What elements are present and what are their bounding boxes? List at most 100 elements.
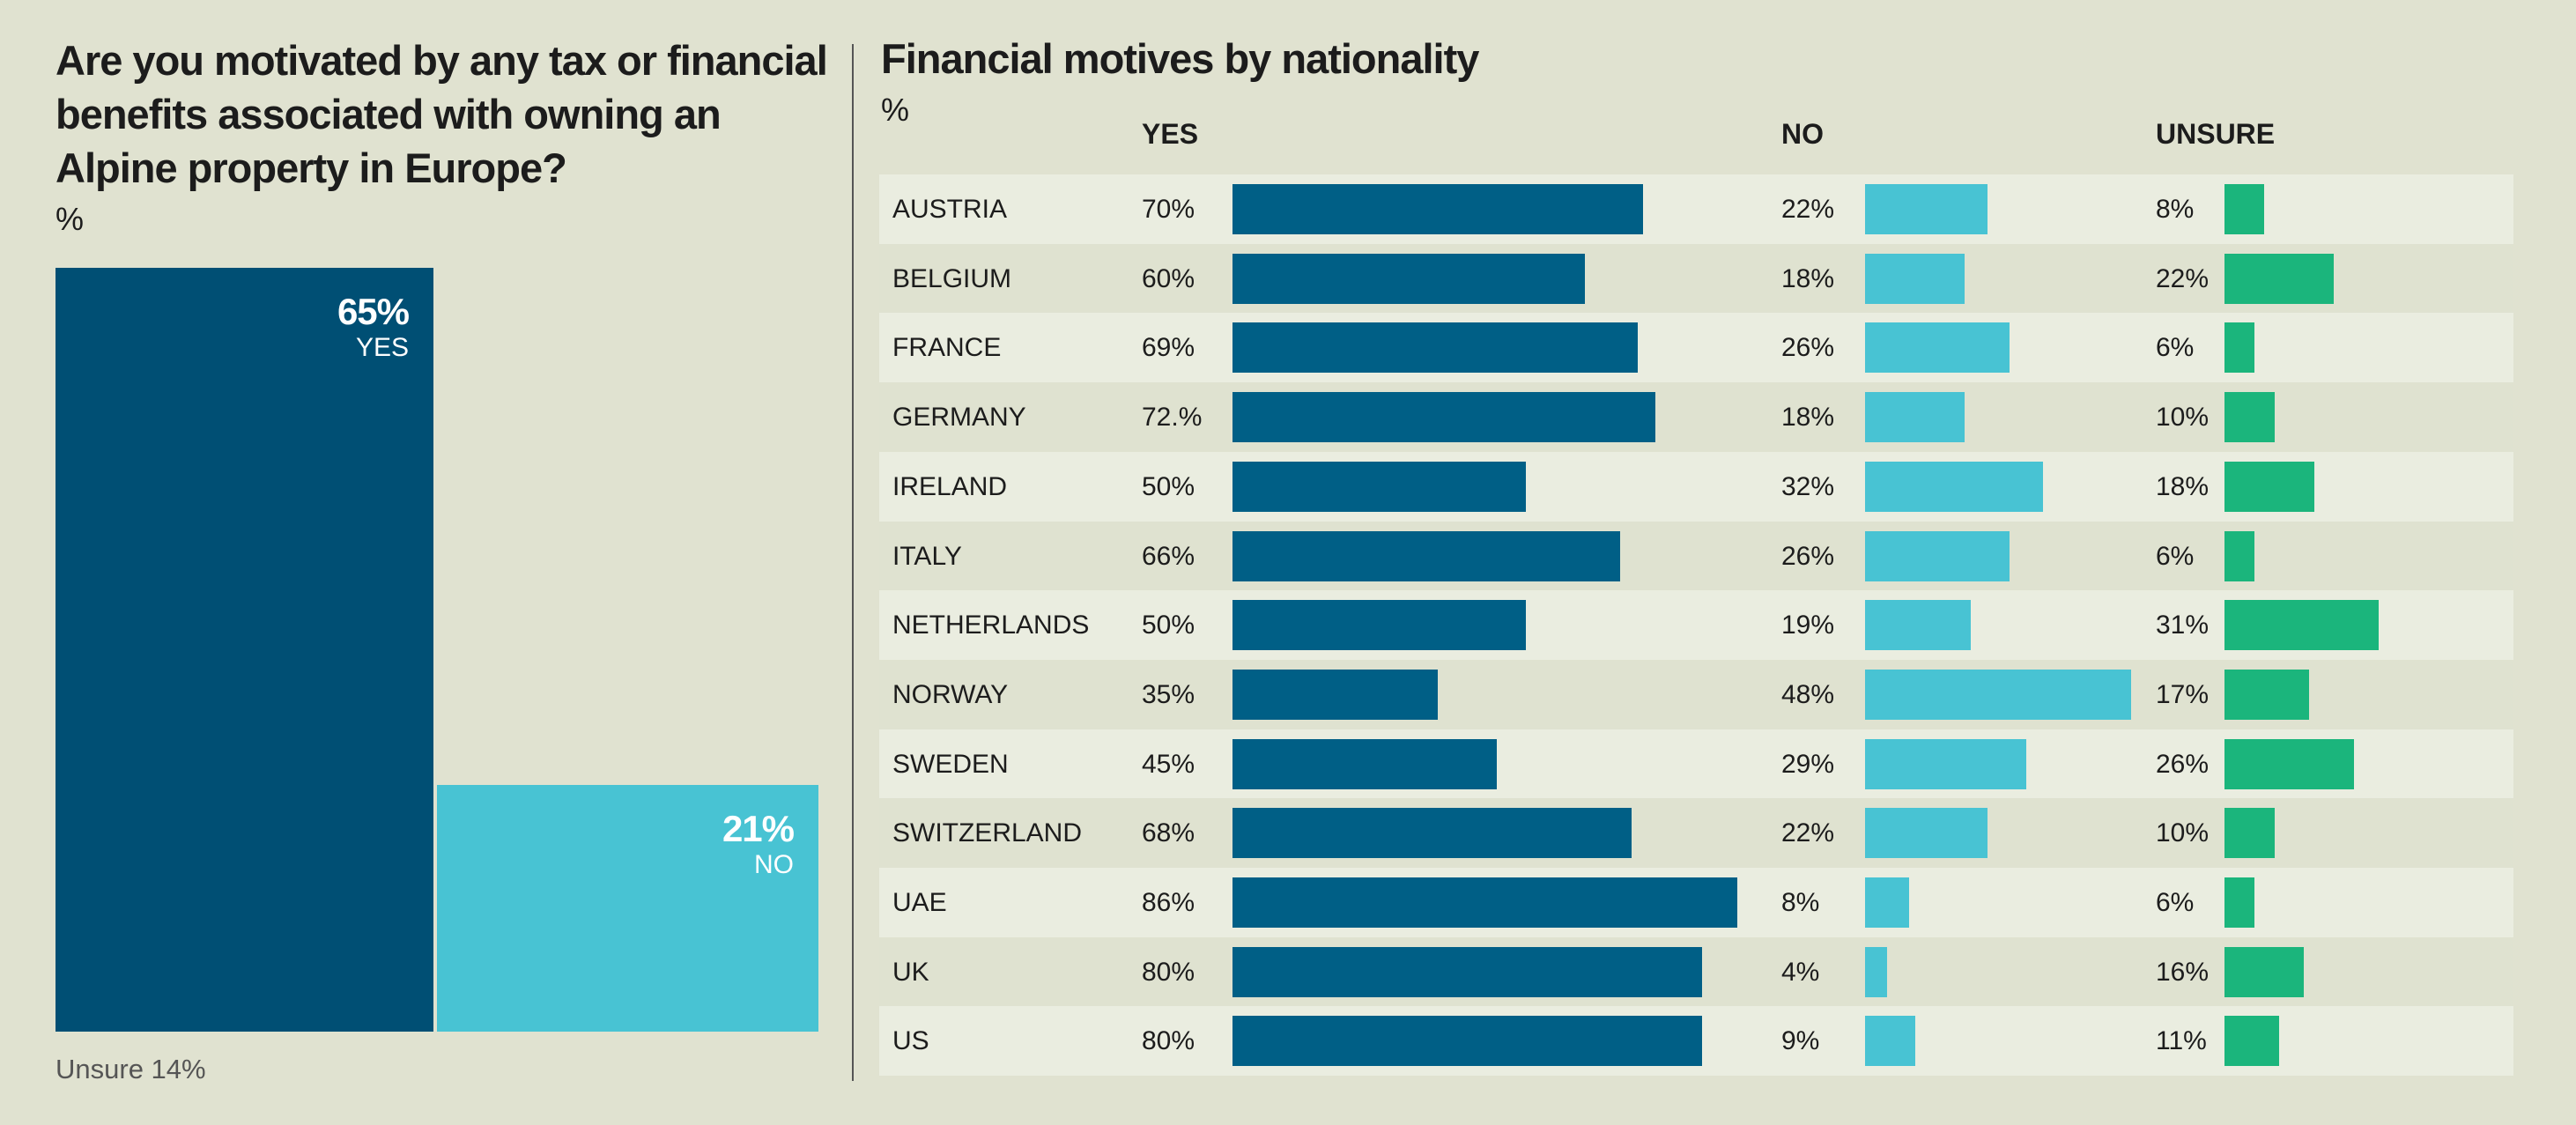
- table-row: FRANCE 69% 26% 6%: [879, 313, 2513, 383]
- no-value: 22%: [1781, 195, 1835, 224]
- country-label: FRANCE: [892, 333, 1002, 363]
- unsure-bar: [2224, 946, 2305, 997]
- no-value: 19%: [1781, 611, 1835, 640]
- unsure-bar: [2224, 392, 2275, 443]
- yes-value: 86%: [1142, 888, 1195, 917]
- bar-yes: 65% YES: [56, 268, 433, 1032]
- country-label: UAE: [892, 888, 947, 917]
- no-bar: [1865, 738, 2026, 789]
- table-row: SWEDEN 45% 29% 26%: [879, 729, 2513, 799]
- unsure-value: 16%: [2156, 957, 2210, 987]
- bar-yes-label: YES: [355, 333, 409, 362]
- table-row: UK 80% 4% 16%: [879, 936, 2513, 1007]
- yes-value: 35%: [1142, 679, 1195, 709]
- country-label: ITALY: [892, 541, 962, 571]
- no-bar: [1865, 184, 1988, 234]
- yes-bar: [1232, 392, 1655, 443]
- country-label: SWITZERLAND: [892, 818, 1083, 848]
- unsure-value: 31%: [2156, 611, 2210, 640]
- yes-value: 66%: [1142, 541, 1195, 571]
- no-value: 48%: [1781, 679, 1835, 709]
- yes-bar: [1232, 461, 1526, 512]
- country-label: AUSTRIA: [892, 195, 1008, 224]
- table-row: IRELAND 50% 32% 18%: [879, 451, 2513, 522]
- country-label: IRELAND: [892, 471, 1008, 501]
- unsure-value: 17%: [2156, 679, 2210, 709]
- unsure-bar: [2224, 184, 2265, 234]
- no-value: 26%: [1781, 333, 1835, 363]
- yes-bar: [1232, 1016, 1702, 1067]
- no-value: 8%: [1781, 888, 1820, 917]
- yes-value: 80%: [1142, 957, 1195, 987]
- no-value: 18%: [1781, 403, 1835, 433]
- table-row: NORWAY 35% 48% 17%: [879, 659, 2513, 729]
- table-row: ITALY 66% 26% 6%: [879, 521, 2513, 591]
- country-label: SWEDEN: [892, 749, 1009, 779]
- yes-bar: [1232, 530, 1620, 581]
- unsure-bar: [2224, 253, 2335, 304]
- table-row: GERMANY 72.% 18% 10%: [879, 382, 2513, 453]
- country-label: US: [892, 1026, 929, 1056]
- unsure-value: 6%: [2156, 541, 2195, 571]
- country-label: BELGIUM: [892, 263, 1012, 293]
- unsure-value: 8%: [2156, 195, 2195, 224]
- unsure-value: 6%: [2156, 888, 2195, 917]
- unsure-value: 18%: [2156, 471, 2210, 501]
- no-bar: [1865, 946, 1888, 997]
- no-bar: [1865, 669, 2132, 720]
- unsure-bar: [2224, 461, 2314, 512]
- no-value: 26%: [1781, 541, 1835, 571]
- yes-value: 60%: [1142, 263, 1195, 293]
- no-value: 32%: [1781, 471, 1835, 501]
- divider: [852, 44, 854, 1081]
- table-row: AUSTRIA 70% 22% 8%: [879, 174, 2513, 244]
- no-bar: [1865, 808, 1988, 859]
- yes-value: 80%: [1142, 1026, 1195, 1056]
- unsure-bar: [2224, 808, 2275, 859]
- yes-bar: [1232, 877, 1737, 928]
- header-yes: YES: [1142, 118, 1199, 150]
- yes-value: 50%: [1142, 471, 1195, 501]
- yes-value: 50%: [1142, 611, 1195, 640]
- yes-bar: [1232, 253, 1585, 304]
- table-row: NETHERLANDS 50% 19% 31%: [879, 590, 2513, 661]
- yes-bar: [1232, 946, 1702, 997]
- yes-bar: [1232, 600, 1526, 651]
- no-bar: [1865, 322, 2010, 374]
- no-bar: [1865, 253, 1965, 304]
- unsure-value: 10%: [2156, 403, 2210, 433]
- country-label: NETHERLANDS: [892, 611, 1090, 640]
- unsure-bar: [2224, 738, 2354, 789]
- yes-bar: [1232, 808, 1632, 859]
- unsure-bar: [2224, 877, 2254, 928]
- yes-bar: [1232, 322, 1638, 374]
- no-value: 9%: [1781, 1026, 1820, 1056]
- right-chart-unit: %: [881, 92, 910, 128]
- right-chart-title: Financial motives by nationality: [881, 35, 1479, 82]
- no-bar: [1865, 877, 1910, 928]
- no-value: 4%: [1781, 957, 1820, 987]
- yes-value: 72.%: [1142, 403, 1203, 433]
- table-row: UAE 86% 8% 6%: [879, 868, 2513, 937]
- country-label: NORWAY: [892, 679, 1009, 709]
- bar-yes-value: 65%: [337, 291, 410, 332]
- yes-value: 68%: [1142, 818, 1195, 848]
- table-row: BELGIUM 60% 18% 22%: [879, 243, 2513, 314]
- unsure-bar: [2224, 669, 2310, 720]
- unsure-bar: [2224, 1016, 2280, 1067]
- left-chart-title: Are you motivated by any tax or financia…: [56, 37, 828, 191]
- unsure-bar: [2224, 530, 2254, 581]
- no-bar: [1865, 392, 1965, 443]
- no-bar: [1865, 1016, 1915, 1067]
- table-row: SWITZERLAND 68% 22% 10%: [879, 798, 2513, 869]
- unsure-value: 10%: [2156, 818, 2210, 848]
- yes-value: 69%: [1142, 333, 1195, 363]
- yes-value: 70%: [1142, 195, 1195, 224]
- no-bar: [1865, 600, 1971, 651]
- country-label: GERMANY: [892, 403, 1026, 433]
- no-value: 18%: [1781, 263, 1835, 293]
- country-label: UK: [892, 957, 929, 987]
- left-chart-unit: %: [56, 201, 85, 237]
- unsure-bar: [2224, 600, 2380, 651]
- unsure-value: 22%: [2156, 263, 2210, 293]
